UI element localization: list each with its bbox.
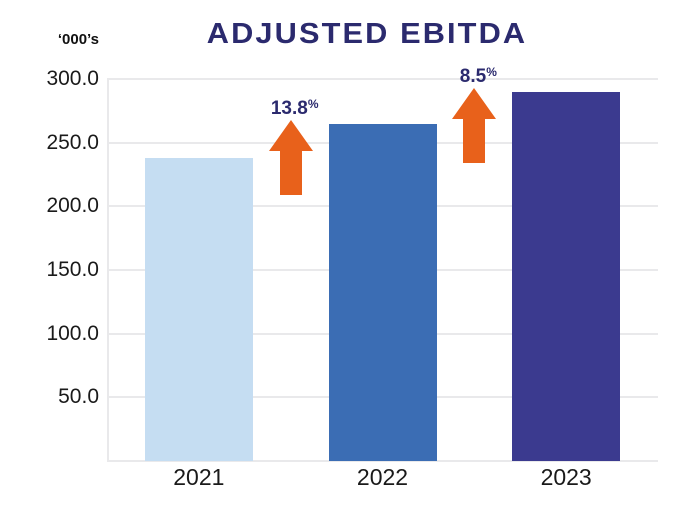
bar-2023 [512, 91, 621, 461]
x-axis-baseline [107, 460, 658, 462]
y-tick-label-200: 200.0 [46, 194, 99, 218]
x-axis-label-2021: 2021 [173, 464, 225, 490]
arrow-stem [463, 118, 486, 163]
growth-percent-label: 13.8% [270, 96, 319, 119]
y-tick-label-250: 250.0 [46, 130, 99, 154]
chart-title: ADJUSTED EBITDA [206, 18, 528, 50]
x-axis-label-2022: 2022 [356, 464, 409, 490]
growth-percent-label: 8.5% [459, 64, 497, 87]
y-axis-unit-label: ‘000’s [57, 31, 99, 48]
gridline-300 [107, 78, 658, 80]
arrow-head [452, 87, 497, 119]
arrow-head [268, 119, 313, 151]
percent-sign: % [307, 96, 319, 111]
y-tick-label-150: 150.0 [46, 258, 99, 281]
percent-sign: % [486, 64, 497, 79]
y-axis-line [107, 79, 109, 461]
x-axis-label-2023: 2023 [540, 464, 592, 490]
y-tick-label-300: 300.0 [46, 67, 99, 90]
arrow-stem [279, 150, 302, 195]
growth-arrow-icon [452, 87, 497, 163]
bar-2022 [328, 123, 437, 461]
growth-arrow-icon [268, 119, 313, 195]
y-tick-label-50: 50.0 [58, 385, 99, 409]
y-tick-label-100: 100.0 [46, 321, 99, 345]
bar-2021 [144, 157, 253, 461]
